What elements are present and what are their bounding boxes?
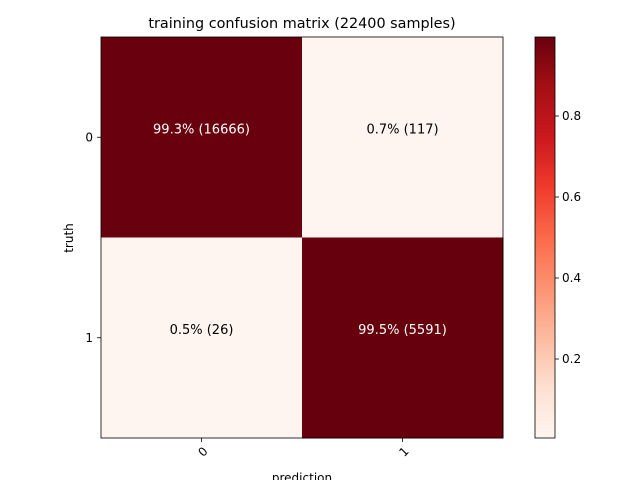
colorbar-tick-label-1: 0.4 <box>562 271 581 285</box>
heatmap-cell-0-0 <box>101 37 303 238</box>
x-tick-label-1: 1 <box>396 444 411 459</box>
heatmap-cell-0-1 <box>302 37 504 238</box>
colorbar-tick-label-3: 0.8 <box>562 109 581 123</box>
heatmap-cell-1-1 <box>302 237 504 439</box>
x-tick-label-0: 0 <box>195 444 210 459</box>
colorbar-gradient <box>535 37 555 438</box>
cell-label-0-0: 99.3% (16666) <box>153 122 250 137</box>
colorbar-tick-label-2: 0.6 <box>562 190 581 204</box>
y-tick-label-1: 1 <box>85 331 93 345</box>
x-axis-label: prediction <box>272 471 332 480</box>
heatmap-cells <box>101 37 504 439</box>
colorbar-ticks: 0.2 0.4 0.6 0.8 <box>555 109 581 366</box>
y-axis-label: truth <box>62 223 76 253</box>
y-axis-ticks: 01 <box>85 130 101 345</box>
cell-label-1-0: 0.5% (26) <box>170 323 234 338</box>
heatmap-cell-labels: 99.3% (16666) 0.7% (117) 0.5% (26) 99.5% (5… <box>153 122 447 338</box>
cell-label-1-1: 99.5% (5591) <box>358 323 447 338</box>
colorbar-tick-label-0: 0.2 <box>562 352 581 366</box>
cell-label-0-1: 0.7% (117) <box>366 122 438 137</box>
y-tick-label-0: 0 <box>85 130 93 144</box>
colorbar: 0.2 0.4 0.6 0.8 <box>534 36 581 439</box>
plot-frame <box>100 36 504 439</box>
chart-title: training confusion matrix (22400 samples… <box>148 16 455 32</box>
heatmap-cell-1-0 <box>101 237 303 439</box>
colorbar-frame <box>534 36 556 439</box>
